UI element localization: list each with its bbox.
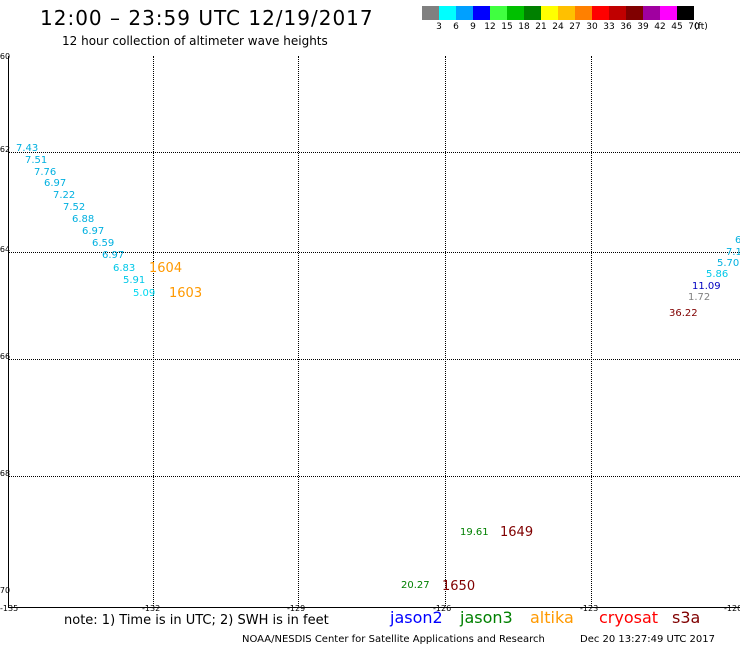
- grid-line-lat: [8, 359, 740, 360]
- legend-swatch: [609, 6, 626, 20]
- wave-height-value: 5.09: [133, 288, 156, 299]
- legend-label: 9: [470, 22, 476, 32]
- wave-height-value: 5.86: [706, 269, 729, 280]
- legend-label: 70: [688, 22, 700, 32]
- wave-height-value: 1.72: [688, 292, 711, 303]
- legend-swatch: [643, 6, 660, 20]
- footer-credit: NOAA/NESDIS Center for Satellite Applica…: [242, 634, 545, 645]
- lon-label: -123: [580, 604, 599, 613]
- grid-line-lat: [8, 152, 740, 153]
- footer-timestamp: Dec 20 13:27:49 UTC 2017: [580, 634, 715, 645]
- legend-swatch: [575, 6, 592, 20]
- lat-label: -68: [0, 469, 11, 478]
- pass-time-label: 1603: [169, 286, 203, 301]
- wave-height-value: 6.97: [44, 178, 67, 189]
- wave-height-value: 6.59: [92, 238, 115, 249]
- wave-height-value: 7.76: [34, 167, 57, 178]
- pass-time-label: 1650: [442, 579, 476, 594]
- lat-label: -60: [0, 52, 11, 61]
- legend-label: 45: [671, 22, 683, 32]
- wave-height-value: 6.88: [72, 214, 95, 225]
- satellite-label-altika: altika: [530, 608, 574, 627]
- legend-swatch: [507, 6, 524, 20]
- lon-label: -120: [724, 604, 740, 613]
- legend-label: 30: [586, 22, 598, 32]
- wave-height-value: 6: [735, 235, 740, 246]
- wave-height-value: 20.27: [401, 580, 430, 591]
- wave-height-value: 7.43: [16, 143, 39, 154]
- legend-swatch: [422, 6, 439, 20]
- lon-label: -135: [0, 604, 19, 613]
- wave-height-value: 7.1: [726, 247, 740, 258]
- legend-label: 15: [501, 22, 513, 32]
- wave-height-value: 7.51: [25, 155, 48, 166]
- grid-line-lat: [8, 476, 740, 477]
- wave-height-value: 11.09: [692, 281, 721, 292]
- wave-height-value: 7.22: [53, 190, 76, 201]
- map-title: 12:00 – 23:59 UTC 12/19/2017: [40, 6, 374, 30]
- plot-bottom-axis: [8, 607, 740, 608]
- legend-swatch: [490, 6, 507, 20]
- lat-label: -64: [0, 245, 11, 254]
- lat-label: -62: [0, 145, 11, 154]
- legend-label: 33: [603, 22, 615, 32]
- lon-label: -129: [287, 604, 306, 613]
- wave-height-value: 5.70: [717, 258, 740, 269]
- pass-time-label: 1604: [149, 261, 183, 276]
- satellite-label-jason2: jason2: [390, 608, 443, 627]
- legend-swatch: [677, 6, 694, 20]
- legend-swatch: [558, 6, 575, 20]
- legend-label: 21: [535, 22, 547, 32]
- grid-line-lon: [8, 56, 9, 608]
- satellite-label-jason3: jason3: [460, 608, 513, 627]
- wave-height-value: 19.61: [460, 527, 489, 538]
- grid-line-lon: [298, 56, 299, 608]
- legend-swatch: [439, 6, 456, 20]
- legend-label: 12: [484, 22, 496, 32]
- map-plot-area: [8, 56, 740, 608]
- legend-swatch: [541, 6, 558, 20]
- legend-label: 39: [637, 22, 649, 32]
- legend-label: 27: [569, 22, 581, 32]
- legend-unit: (ft): [694, 22, 708, 32]
- grid-line-lon: [445, 56, 446, 608]
- legend-label: 24: [552, 22, 564, 32]
- lat-label: -70: [0, 586, 11, 595]
- grid-line-lon: [153, 56, 154, 608]
- legend-label: 3: [436, 22, 442, 32]
- legend-swatch: [660, 6, 677, 20]
- grid-line-lat: [8, 252, 740, 253]
- wave-height-value: 7.52: [63, 202, 86, 213]
- legend-swatch: [456, 6, 473, 20]
- grid-line-lon: [591, 56, 592, 608]
- wave-height-value: 6.97: [82, 226, 105, 237]
- satellite-label-cryosat: cryosat: [599, 608, 659, 627]
- lon-label: -126: [433, 604, 452, 613]
- legend-label: 18: [518, 22, 530, 32]
- pass-time-label: 1649: [500, 525, 534, 540]
- legend-label: 42: [654, 22, 666, 32]
- satellite-label-s3a: s3a: [672, 608, 701, 627]
- legend-swatch: [592, 6, 609, 20]
- map-subtitle: 12 hour collection of altimeter wave hei…: [62, 34, 328, 48]
- wave-height-value: 36.22: [669, 308, 698, 319]
- wave-height-value: 6.83: [113, 263, 136, 274]
- legend-swatch: [626, 6, 643, 20]
- legend-swatch: [473, 6, 490, 20]
- wave-height-value: 5.91: [123, 275, 146, 286]
- footer-note: note: 1) Time is in UTC; 2) SWH is in fe…: [64, 613, 329, 628]
- legend-label: 36: [620, 22, 632, 32]
- wave-height-value: 6.97: [102, 250, 125, 261]
- lon-label: -132: [142, 604, 161, 613]
- legend-swatch: [524, 6, 541, 20]
- legend-label: 6: [453, 22, 459, 32]
- lat-label: -66: [0, 352, 11, 361]
